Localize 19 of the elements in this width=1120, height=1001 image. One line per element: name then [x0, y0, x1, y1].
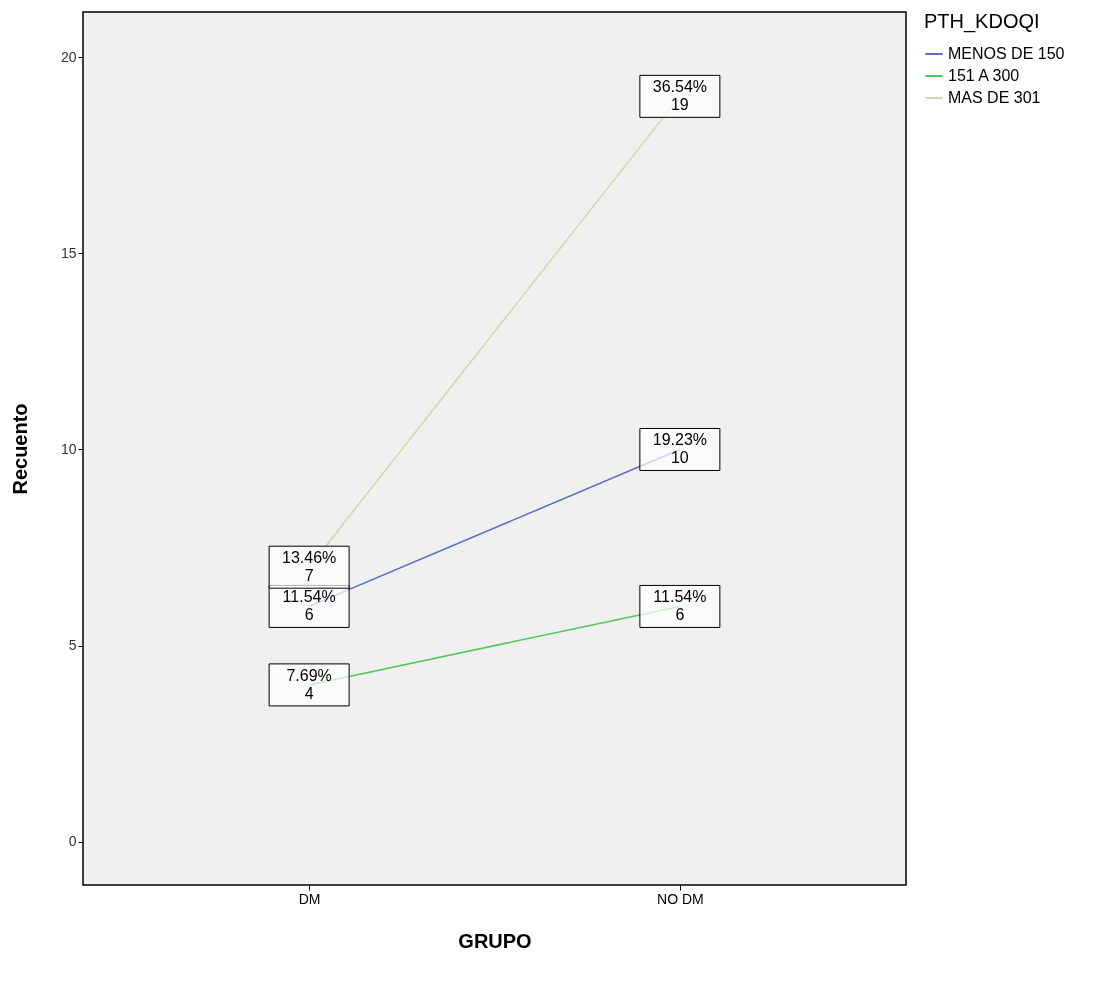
- data-label: 7.69% 4: [286, 666, 332, 702]
- data-label: 13.46% 7: [282, 549, 337, 585]
- y-tick-label: 0: [68, 833, 77, 850]
- legend-title: PTH_KDOQI: [924, 10, 1040, 33]
- legend-label: MENOS DE 150: [948, 45, 1065, 62]
- x-tick-label: DM: [298, 890, 321, 907]
- data-label: 36.54% 19: [652, 78, 707, 114]
- x-axis-title: GRUPO: [458, 929, 532, 952]
- data-label: 11.54% 6: [282, 588, 336, 624]
- data-label: 19.23% 10: [652, 431, 707, 467]
- y-tick-label: 15: [60, 244, 77, 261]
- legend-label: MAS DE 301: [948, 89, 1041, 106]
- legend-label: 151 A 300: [948, 67, 1020, 84]
- y-tick-label: 5: [68, 637, 77, 654]
- y-tick-label: 10: [60, 440, 77, 457]
- y-tick-label: 20: [60, 48, 77, 65]
- x-tick-label: NO DM: [657, 890, 704, 907]
- y-axis-title: Recuento: [8, 403, 31, 495]
- data-label: 11.54% 6: [653, 588, 707, 624]
